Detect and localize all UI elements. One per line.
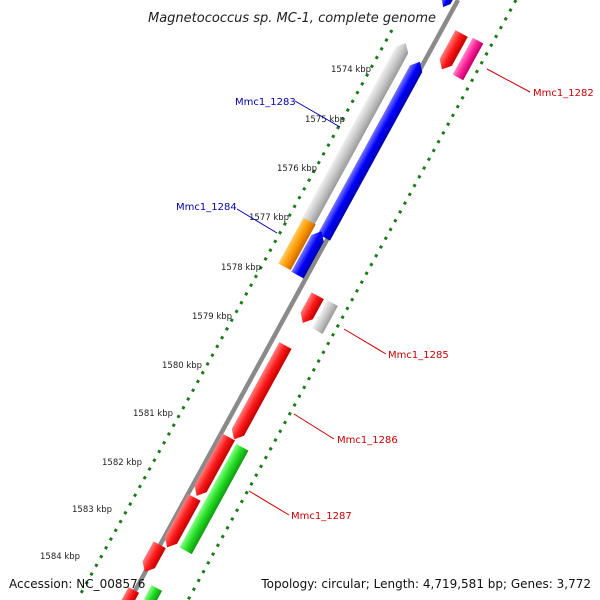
outer-tick-track (186, 0, 518, 600)
inner-tick-track (78, 29, 394, 596)
feature-mmc1-1285-red (300, 292, 324, 323)
gene-label-mmc1-1287[interactable]: Mmc1_1287 (291, 511, 352, 522)
tick-label: 1580 kbp (162, 361, 202, 371)
gene-label-mmc1-1283[interactable]: Mmc1_1283 (235, 97, 296, 108)
feature-mmc1-1285-grey (312, 300, 338, 334)
feature-red-bottom (142, 541, 166, 572)
feature-mmc1-1286b-red (194, 433, 235, 496)
tick-label: 1582 kbp (102, 458, 142, 468)
feature-mmc1-1283-blue (317, 61, 423, 241)
feature-mmc1-1282-red (439, 30, 468, 70)
tick-label: 1578 kbp (221, 263, 261, 273)
feature-mmc1-1283-grey (301, 43, 409, 226)
gene-label-mmc1-1282[interactable]: Mmc1_1282 (533, 88, 594, 99)
feature-green-edge (143, 585, 163, 600)
tick-label: 1584 kbp (40, 552, 80, 562)
map-title: Magnetococcus sp. MC-1, complete genome (148, 11, 436, 26)
feature-mmc1-1284-orange (278, 217, 316, 271)
kbp-ticks: 1574 kbp 1575 kbp 1576 kbp 1577 kbp 1578… (40, 65, 371, 562)
accession-text: Accession: NC_008576 (9, 577, 146, 591)
feature-mmc1-1287-green (179, 443, 249, 555)
gene-label-mmc1-1285[interactable]: Mmc1_1285 (388, 350, 449, 361)
gene-label-mmc1-1286[interactable]: Mmc1_1286 (337, 435, 398, 446)
feature-blue-top (441, 0, 457, 8)
tick-label: 1583 kbp (72, 505, 112, 515)
feature-red-edge (120, 587, 140, 600)
feature-red-lower (164, 494, 201, 548)
feature-mmc1-1286-red (231, 342, 292, 440)
tick-label: 1575 kbp (305, 115, 345, 125)
feature-mmc1-1282-pink (452, 37, 484, 81)
genome-summary-text: Topology: circular; Length: 4,719,581 bp… (261, 577, 591, 591)
tick-label: 1579 kbp (192, 312, 232, 322)
feature-mmc1-1284-blue (291, 231, 324, 279)
leader-lines (236, 68, 531, 516)
tick-label: 1574 kbp (331, 65, 371, 75)
tick-label: 1576 kbp (277, 164, 317, 174)
tick-label: 1581 kbp (133, 409, 173, 419)
tick-label: 1577 kbp (249, 213, 289, 223)
gene-label-mmc1-1284[interactable]: Mmc1_1284 (176, 202, 237, 213)
